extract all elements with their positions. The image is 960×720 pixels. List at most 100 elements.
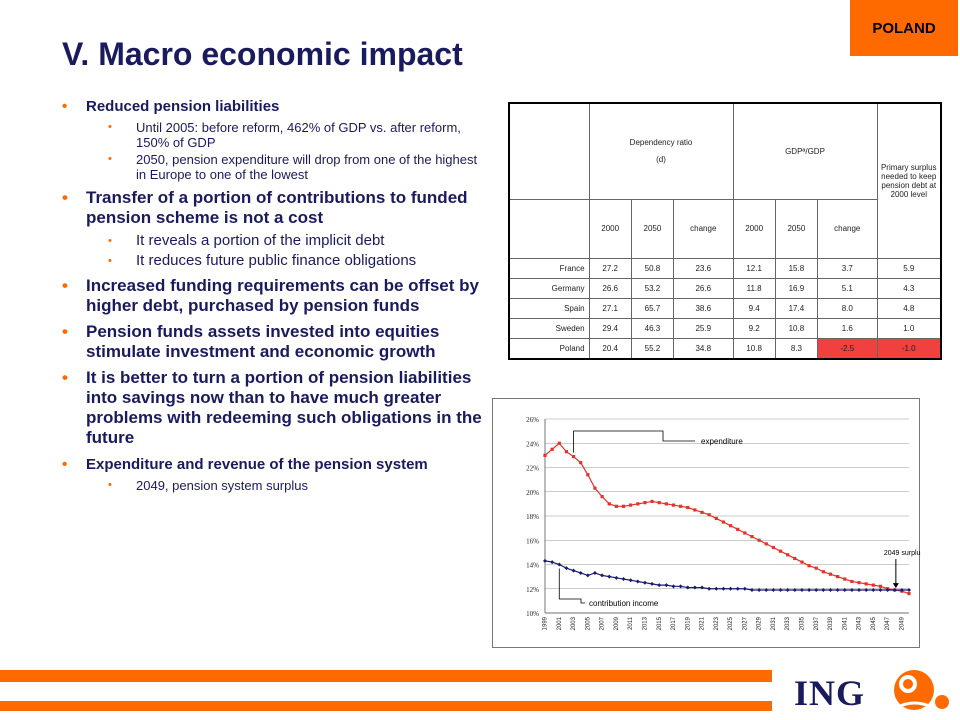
gdp-header: GDPª/GDP bbox=[732, 102, 878, 200]
x-tick-label: 2019 bbox=[685, 616, 691, 630]
contribution-point bbox=[799, 587, 804, 592]
expenditure-point bbox=[671, 503, 676, 507]
bullet-item: • Reduced pension liabilities bbox=[62, 98, 482, 116]
country-cell: Poland bbox=[508, 337, 590, 360]
bullet-text: Increased funding requirements can be of… bbox=[86, 276, 479, 315]
expenditure-point bbox=[836, 575, 840, 579]
expenditure-point bbox=[878, 584, 883, 588]
bullet-dot-icon: • bbox=[62, 456, 68, 473]
contribution-point bbox=[614, 575, 619, 580]
x-tick-label: 2023 bbox=[714, 616, 720, 630]
expenditure-point bbox=[629, 503, 633, 507]
contribution-point bbox=[692, 585, 697, 590]
bullet-item: • It is better to turn a portion of pensi… bbox=[62, 368, 482, 448]
value-cell: 1.6 bbox=[817, 317, 878, 339]
contribution-point bbox=[778, 587, 783, 592]
contribution-point bbox=[664, 583, 669, 588]
contribution-point bbox=[571, 568, 576, 573]
expenditure-point bbox=[600, 495, 604, 499]
ing-logo-text: ING bbox=[794, 673, 866, 713]
value-cell: 53.2 bbox=[630, 278, 675, 299]
contribution-point bbox=[807, 587, 812, 592]
contribution-point bbox=[757, 587, 762, 592]
country-badge: POLAND bbox=[850, 0, 958, 56]
value-cell: 9.2 bbox=[732, 317, 776, 339]
country-cell: Spain bbox=[508, 298, 590, 319]
expenditure-point bbox=[557, 441, 561, 445]
expenditure-point bbox=[686, 505, 690, 510]
expenditure-point bbox=[828, 572, 833, 576]
dependency-ratio-header: Dependency ratio (d) bbox=[588, 102, 734, 200]
bullet-text: Expenditure and revenue of the pension s… bbox=[86, 456, 428, 473]
y-tick-label: 24% bbox=[526, 440, 539, 448]
y-tick-label: 12% bbox=[526, 586, 539, 594]
y-tick-label: 22% bbox=[526, 465, 539, 473]
expenditure-point bbox=[643, 501, 647, 505]
table-row: Poland 20.4 55.2 34.8 10.8 8.3 -2.5 -1.0 bbox=[508, 337, 942, 360]
value-cell: 55.2 bbox=[630, 337, 675, 360]
expenditure-point bbox=[571, 454, 576, 459]
contribution-point bbox=[700, 585, 705, 590]
series-line-1 bbox=[544, 560, 909, 591]
sub-bullet-text: Until 2005: before reform, 462% of GDP v… bbox=[136, 120, 461, 150]
country-cell: Sweden bbox=[508, 317, 590, 339]
value-cell: 27.1 bbox=[588, 298, 632, 319]
contribution-point bbox=[585, 573, 590, 578]
x-tick-label: 2001 bbox=[557, 616, 563, 630]
value-cell: 20.4 bbox=[588, 337, 632, 360]
contribution-point bbox=[842, 587, 847, 592]
sub-bullet-text: 2050, pension expenditure will drop from… bbox=[136, 152, 478, 182]
contribution-point bbox=[735, 586, 740, 591]
contribution-point bbox=[642, 580, 647, 585]
bullet-dot-icon: • bbox=[62, 322, 68, 341]
value-cell: 15.8 bbox=[774, 258, 819, 280]
table-subheader-cell: change bbox=[817, 198, 878, 260]
x-tick-label: 2027 bbox=[742, 616, 748, 630]
value-cell: 5.9 bbox=[876, 258, 942, 280]
x-tick-label: 2015 bbox=[657, 616, 663, 630]
value-cell: 8.0 bbox=[817, 298, 878, 319]
expenditure-point bbox=[871, 583, 875, 587]
x-tick-label: 2047 bbox=[885, 616, 891, 630]
contribution-point bbox=[828, 587, 833, 592]
footer-accent-bar-top bbox=[0, 670, 772, 682]
x-tick-label: 2043 bbox=[857, 616, 863, 630]
value-cell: 16.9 bbox=[774, 278, 819, 299]
table-subheader-cell: 2050 bbox=[774, 198, 819, 260]
x-tick-label: 2011 bbox=[628, 616, 634, 630]
expenditure-point bbox=[728, 524, 733, 528]
bullet-text: Transfer of a portion of contributions t… bbox=[86, 188, 468, 227]
expenditure-point bbox=[586, 473, 590, 477]
sub-bullet-dot-icon: • bbox=[108, 479, 112, 491]
contribution-point bbox=[792, 587, 797, 592]
value-cell: 26.6 bbox=[673, 278, 734, 299]
bullet-dot-icon: • bbox=[62, 276, 68, 295]
value-cell: 50.8 bbox=[630, 258, 675, 280]
contribution-point bbox=[857, 587, 862, 592]
expenditure-callout-line bbox=[573, 430, 695, 453]
x-tick-label: 2033 bbox=[785, 616, 791, 630]
value-cell: 29.4 bbox=[588, 317, 632, 339]
expenditure-legend-label: expenditure bbox=[701, 437, 743, 446]
contribution-point bbox=[728, 586, 733, 591]
contribution-point bbox=[878, 587, 883, 592]
x-tick-label: 2045 bbox=[871, 616, 877, 630]
bullet-item: • Transfer of a portion of contributions … bbox=[62, 188, 482, 228]
table-corner-cell bbox=[508, 102, 590, 200]
value-cell: 4.8 bbox=[876, 298, 942, 319]
contribution-point bbox=[543, 558, 547, 563]
page-title: V. Macro economic impact bbox=[62, 36, 463, 72]
x-tick-label: 2031 bbox=[771, 616, 777, 630]
expenditure-point bbox=[607, 502, 611, 506]
expenditure-point bbox=[579, 461, 583, 465]
y-tick-label: 14% bbox=[526, 562, 539, 570]
y-tick-label: 18% bbox=[526, 513, 539, 521]
table-subheader-blank bbox=[508, 198, 590, 260]
surplus-arrow-icon bbox=[892, 583, 899, 589]
value-cell: 38.6 bbox=[673, 298, 734, 319]
expenditure-point bbox=[700, 510, 704, 514]
sub-bullet-dot-icon: • bbox=[108, 153, 112, 165]
expenditure-point bbox=[679, 504, 683, 508]
contribution-point bbox=[821, 587, 826, 592]
contribution-point bbox=[764, 587, 769, 592]
